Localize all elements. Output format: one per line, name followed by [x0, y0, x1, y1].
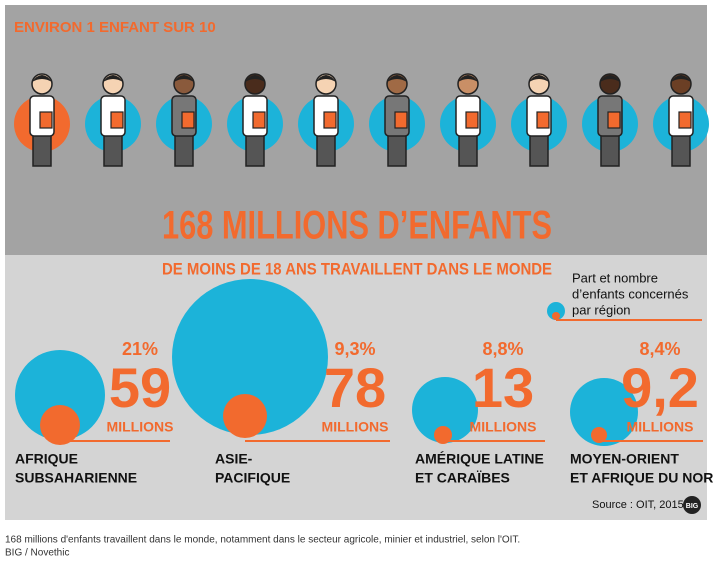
region-share: 8,8%	[482, 339, 523, 359]
logo-badge	[683, 496, 701, 514]
region-share: 9,3%	[334, 339, 375, 359]
child-hair	[32, 75, 52, 82]
child-legs	[458, 131, 478, 167]
child-legs	[174, 131, 194, 167]
caption: BIG / Novethic	[5, 548, 69, 559]
region-name: PACIFIQUE	[215, 470, 290, 486]
child-legs	[32, 131, 52, 167]
region-name: SUBSAHARIENNE	[15, 470, 137, 486]
legend-line: Part et nombre	[572, 270, 658, 285]
child-hair	[458, 75, 478, 82]
region-unit: MILLIONS	[107, 419, 174, 435]
caption: 168 millions d'enfants travaillent dans …	[5, 535, 520, 546]
child-legs	[529, 131, 549, 167]
region-unit: MILLIONS	[470, 419, 537, 435]
child-legs	[245, 131, 265, 167]
child-hair	[600, 75, 620, 82]
region-name: MOYEN-ORIENT	[570, 451, 679, 467]
child-book	[252, 111, 266, 129]
region-dot	[434, 426, 452, 444]
region-unit: MILLIONS	[322, 419, 389, 435]
child-hair	[174, 75, 194, 82]
region-bubble	[570, 378, 638, 446]
child-hair	[387, 75, 407, 82]
child-hair	[316, 75, 336, 82]
child-legs	[103, 131, 123, 167]
legend-dot	[552, 312, 560, 320]
region-bubble	[412, 377, 478, 443]
child-book	[110, 111, 124, 129]
child-book	[323, 111, 337, 129]
child-book	[465, 111, 479, 129]
region-name: ET AFRIQUE DU NORD	[570, 470, 714, 486]
source: Source : OIT, 2015	[592, 499, 684, 511]
child-hair	[245, 75, 265, 82]
region-count: 9,2	[621, 356, 699, 419]
child-book	[678, 111, 692, 129]
region-count: 78	[324, 356, 386, 419]
header-title: ENVIRON 1 ENFANT SUR 10	[14, 19, 216, 36]
region-bubble	[172, 279, 328, 435]
region-dot	[223, 394, 267, 438]
region-count: 13	[472, 356, 534, 419]
region-count: 59	[109, 356, 171, 419]
child-book	[181, 111, 195, 129]
headline-subtitle: DE MOINS DE 18 ANS TRAVAILLENT DANS LE M…	[162, 259, 552, 278]
region-unit: MILLIONS	[627, 419, 694, 435]
region-name: ASIE-	[215, 451, 253, 467]
regions: 21%59MILLIONSAFRIQUESUBSAHARIENNE9,3%78M…	[15, 279, 714, 486]
child-legs	[671, 131, 691, 167]
region-name: AMÉRIQUE LATINE	[415, 451, 544, 467]
legend-line: par région	[572, 302, 631, 317]
child-hair	[671, 75, 691, 82]
region-dot	[40, 405, 80, 445]
region-dot	[591, 427, 607, 443]
region-share: 21%	[122, 339, 158, 359]
child-legs	[600, 131, 620, 167]
child-hair	[529, 75, 549, 82]
region-name: AFRIQUE	[15, 451, 78, 467]
child-book	[39, 111, 53, 129]
logo: BIG	[686, 503, 699, 510]
legend-line: d’enfants concernés	[572, 286, 689, 301]
child-hair	[103, 75, 123, 82]
headline-title: 168 MILLIONS D’ENFANTS	[162, 204, 552, 248]
child-legs	[387, 131, 407, 167]
region-bubble	[15, 350, 105, 440]
child-book	[394, 111, 408, 129]
region-name: ET CARAÏBES	[415, 470, 510, 486]
region-share: 8,4%	[639, 339, 680, 359]
child-legs	[316, 131, 336, 167]
child-book	[607, 111, 621, 129]
child-book	[536, 111, 550, 129]
legend-bubble	[547, 302, 565, 320]
children-row	[14, 73, 709, 167]
